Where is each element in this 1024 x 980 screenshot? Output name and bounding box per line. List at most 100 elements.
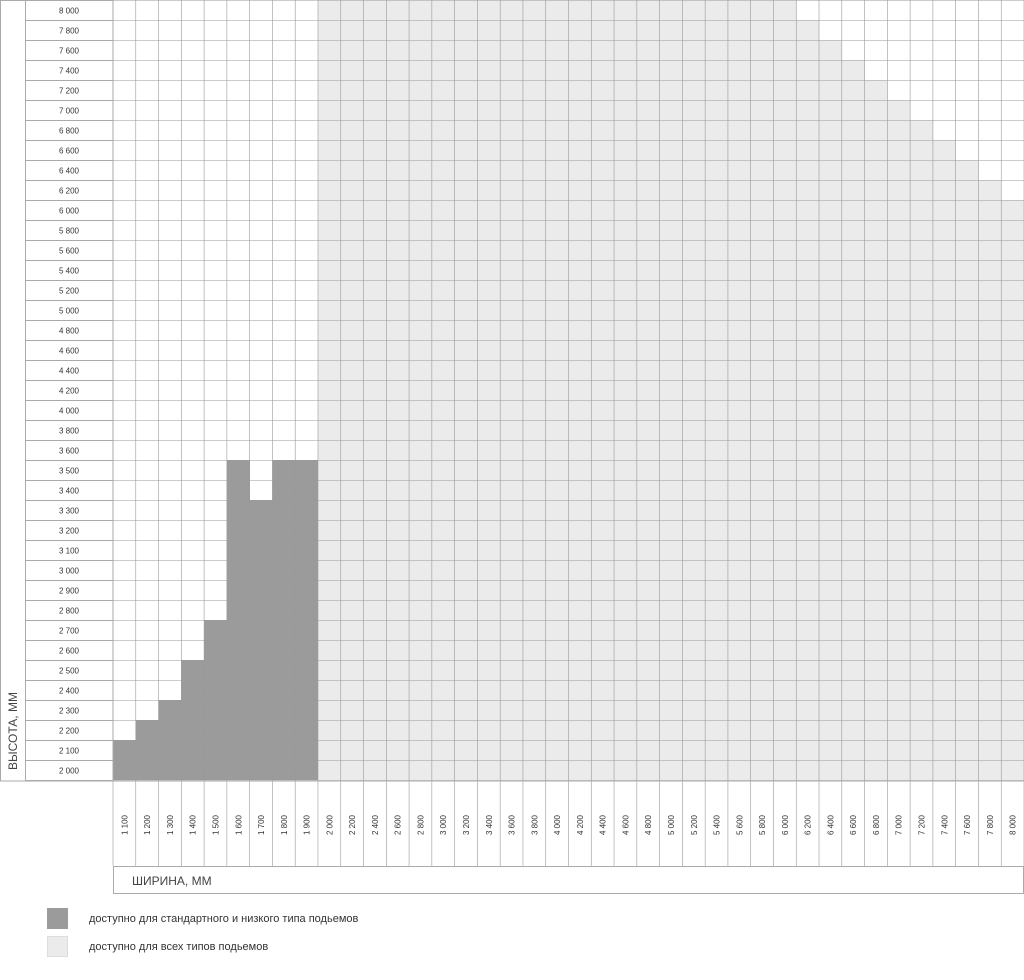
bar-all-6600	[841, 60, 865, 780]
x-tick-label: 5 200	[690, 814, 699, 835]
y-tick-label: 6 400	[59, 167, 80, 176]
x-tick-label: 7 200	[918, 814, 927, 835]
y-tick-label: 5 600	[59, 247, 80, 256]
y-tick-label: 7 800	[59, 27, 80, 36]
x-tick-label: 1 500	[211, 814, 220, 835]
bar-all-4200	[568, 0, 592, 780]
y-tick-label: 3 500	[59, 467, 80, 476]
x-tick-label: 7 000	[895, 814, 904, 835]
y-tick-label: 2 800	[59, 607, 80, 616]
x-tick-label: 1 900	[303, 814, 312, 835]
y-tick-label: 2 500	[59, 667, 80, 676]
y-tick-label: 7 000	[59, 107, 80, 116]
bar-all-7000	[887, 100, 911, 780]
x-tick-label: 5 600	[735, 814, 744, 835]
grid-lines	[25, 0, 1024, 866]
bar-all-7400	[932, 140, 956, 780]
legend-swatch-standard	[47, 908, 68, 929]
y-tick-labels: 8 000 7 800 7 600 7 400 7 200 7 000 6 800 6 600…	[59, 7, 80, 776]
bar-all-5800	[750, 0, 774, 780]
x-tick-label: 1 300	[166, 814, 175, 835]
y-tick-label: 4 000	[59, 407, 80, 416]
x-axis-title-box	[113, 866, 1024, 894]
y-tick-label: 3 100	[59, 547, 80, 556]
y-tick-label: 3 600	[59, 447, 80, 456]
x-tick-label: 1 700	[257, 814, 266, 835]
y-tick-label: 7 600	[59, 47, 80, 56]
x-tick-label: 4 000	[553, 814, 562, 835]
bar-all-5200	[682, 0, 706, 780]
x-tick-label: 2 200	[348, 814, 357, 835]
bar-all-2800	[409, 0, 433, 780]
bar-all-3600	[500, 0, 524, 780]
x-tick-label: 4 200	[576, 814, 585, 835]
bar-all-7800	[978, 180, 1002, 780]
y-tick-label: 4 200	[59, 387, 80, 396]
y-tick-label: 3 400	[59, 487, 80, 496]
legend-label-standard: доступно для стандартного и низкого типа…	[89, 913, 359, 925]
bar-all-3000	[431, 0, 455, 780]
bar-all-3800	[522, 0, 547, 780]
y-tick-label: 2 300	[59, 707, 80, 716]
bar-all-7600	[955, 160, 979, 780]
bar-all-4600	[614, 0, 638, 780]
bar-all-4800	[636, 0, 660, 780]
bar-all-5600	[727, 0, 751, 780]
x-tick-label: 4 600	[621, 814, 630, 835]
y-tick-label: 5 000	[59, 307, 80, 316]
bar-standard-1600	[226, 460, 250, 780]
y-axis-frame	[0, 0, 114, 782]
x-tick-label: 2 600	[394, 814, 403, 835]
bar-all-7200	[910, 120, 934, 780]
x-tick-label: 6 200	[804, 814, 813, 835]
bar-all-4400	[591, 0, 615, 780]
legend: доступно для стандартного и низкого типа…	[47, 908, 359, 957]
bar-all-2600	[386, 0, 410, 780]
x-axis-title: ШИРИНА, ММ	[132, 874, 212, 888]
y-tick-label: 2 100	[59, 747, 80, 756]
y-tick-label: 3 200	[59, 527, 80, 536]
cells-layer	[113, 0, 1024, 780]
y-tick-label: 6 000	[59, 207, 80, 216]
bar-standard-1700	[249, 500, 273, 780]
y-tick-label: 4 800	[59, 327, 80, 336]
bar-all-2200	[340, 0, 364, 780]
x-tick-label: 6 000	[781, 814, 790, 835]
x-tick-label: 2 800	[416, 814, 425, 835]
x-tick-label: 4 800	[644, 814, 653, 835]
bar-standard-1300	[158, 700, 182, 780]
bar-all-2000	[317, 0, 342, 780]
x-tick-label: 5 400	[713, 814, 722, 835]
bar-all-5000	[659, 0, 683, 780]
y-tick-label: 3 300	[59, 507, 80, 516]
x-tick-label: 2 000	[325, 814, 334, 835]
bar-standard-1900	[295, 460, 319, 780]
x-tick-label: 7 600	[963, 814, 972, 835]
x-tick-label: 7 400	[940, 814, 949, 835]
bar-all-2400	[363, 0, 387, 780]
x-tick-label: 1 100	[120, 814, 129, 835]
bar-standard-1400	[181, 660, 205, 780]
x-tick-label: 1 200	[143, 814, 152, 835]
x-tick-label: 1 600	[234, 814, 243, 835]
y-tick-label: 6 200	[59, 187, 80, 196]
bar-all-6800	[864, 80, 888, 780]
y-tick-label: 2 400	[59, 687, 80, 696]
y-tick-label: 7 200	[59, 87, 80, 96]
bar-standard-1100	[113, 740, 137, 780]
x-tick-label: 1 400	[189, 814, 198, 835]
y-tick-label: 2 700	[59, 627, 80, 636]
bar-all-5400	[705, 0, 729, 780]
bar-all-3400	[477, 0, 501, 780]
y-tick-label: 2 600	[59, 647, 80, 656]
x-tick-label: 3 800	[530, 814, 539, 835]
bar-all-8000	[1001, 200, 1024, 780]
legend-label-all: доступно для всех типов подьемов	[89, 941, 268, 953]
y-tick-label: 5 800	[59, 227, 80, 236]
x-tick-label: 6 400	[826, 814, 835, 835]
y-tick-label: 6 800	[59, 127, 80, 136]
y-tick-label: 3 000	[59, 567, 80, 576]
y-tick-label: 2 900	[59, 587, 80, 596]
bar-all-6400	[819, 40, 843, 780]
